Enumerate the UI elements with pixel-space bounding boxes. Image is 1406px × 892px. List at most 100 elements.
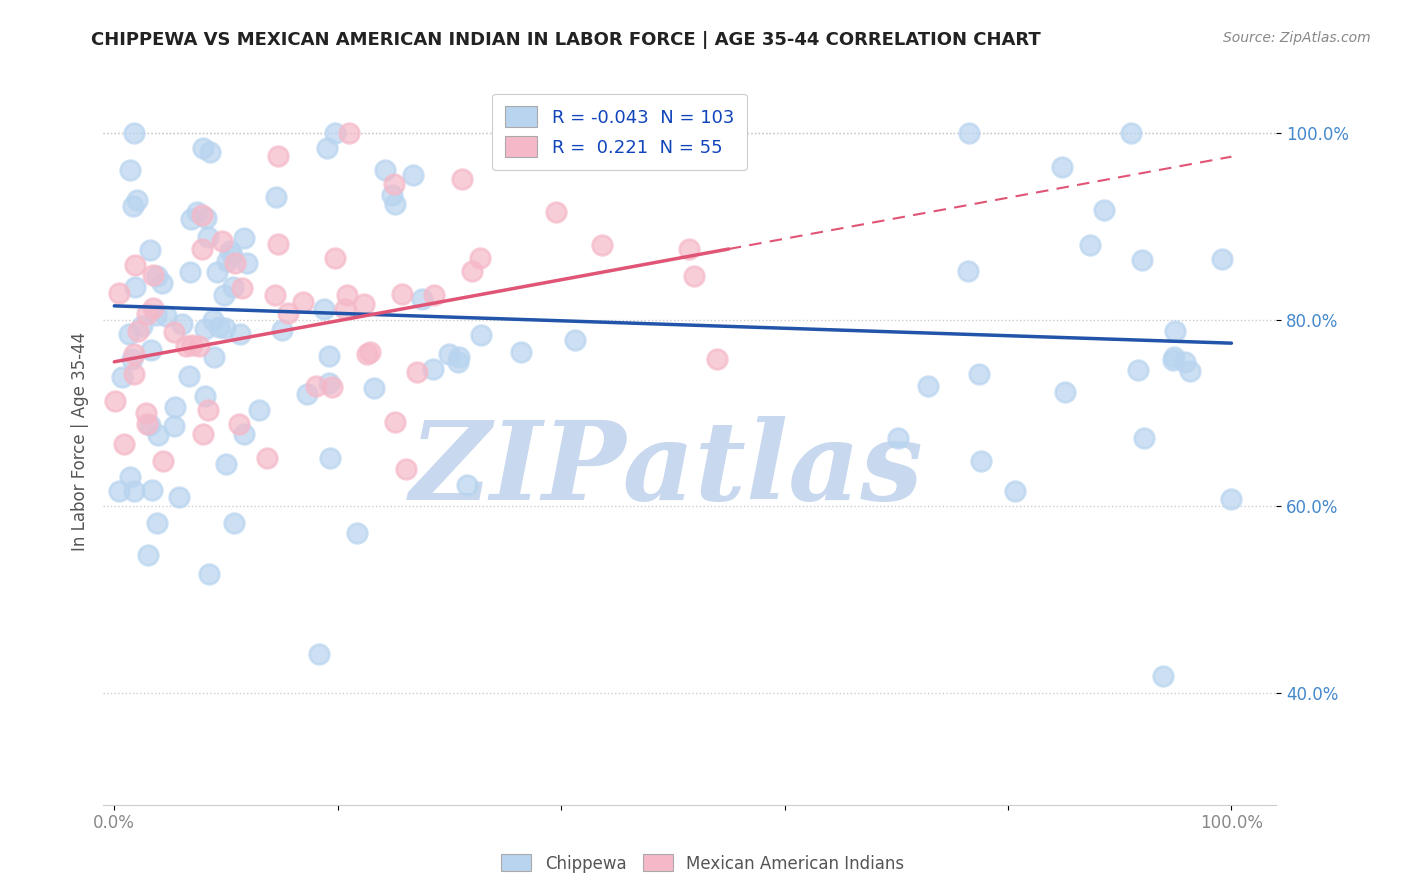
Point — [231, 280, 253, 294]
Point — [117, 326, 139, 341]
Point — [122, 347, 145, 361]
Point — [136, 548, 159, 562]
Point — [202, 313, 225, 327]
Point — [139, 418, 162, 433]
Point — [121, 351, 143, 366]
Point — [449, 350, 471, 364]
Point — [337, 127, 360, 141]
Point — [384, 415, 406, 429]
Point — [256, 451, 278, 466]
Point — [152, 453, 174, 467]
Point — [146, 516, 169, 530]
Point — [191, 141, 214, 155]
Point — [194, 211, 217, 226]
Point — [163, 419, 186, 434]
Point — [683, 269, 706, 284]
Point — [1092, 203, 1115, 218]
Point — [135, 405, 157, 419]
Point — [163, 400, 186, 414]
Point — [124, 258, 146, 272]
Point — [1080, 237, 1102, 252]
Point — [122, 367, 145, 381]
Point — [321, 380, 343, 394]
Point — [957, 127, 980, 141]
Point — [468, 251, 491, 265]
Point — [917, 379, 939, 393]
Point — [678, 242, 700, 256]
Point — [148, 427, 170, 442]
Point — [470, 328, 492, 343]
Point — [186, 204, 208, 219]
Point — [447, 354, 470, 368]
Point — [229, 327, 252, 342]
Point — [1152, 668, 1174, 682]
Point — [323, 127, 346, 141]
Point — [112, 437, 135, 451]
Point — [219, 244, 242, 258]
Point — [222, 280, 245, 294]
Point — [384, 197, 406, 211]
Point — [1163, 350, 1185, 364]
Point — [544, 205, 567, 219]
Point — [887, 430, 910, 444]
Point — [212, 288, 235, 302]
Point — [122, 199, 145, 213]
Point — [264, 288, 287, 302]
Point — [323, 251, 346, 265]
Point — [456, 478, 478, 492]
Point — [107, 286, 129, 301]
Point — [270, 323, 292, 337]
Point — [970, 454, 993, 468]
Point — [451, 172, 474, 186]
Point — [180, 337, 202, 351]
Point — [411, 292, 433, 306]
Point — [211, 234, 233, 248]
Point — [264, 190, 287, 204]
Point — [233, 426, 256, 441]
Point — [1161, 353, 1184, 368]
Point — [356, 347, 378, 361]
Point — [191, 242, 214, 256]
Point — [194, 321, 217, 335]
Point — [141, 483, 163, 497]
Point — [155, 309, 177, 323]
Point — [382, 178, 405, 192]
Point — [1130, 252, 1153, 267]
Point — [305, 378, 328, 392]
Point — [336, 288, 359, 302]
Point — [145, 308, 167, 322]
Point — [318, 451, 340, 466]
Point — [353, 297, 375, 311]
Point — [127, 324, 149, 338]
Point — [188, 339, 211, 353]
Point — [1211, 252, 1233, 267]
Point — [169, 490, 191, 504]
Point — [359, 345, 381, 359]
Point — [104, 393, 127, 408]
Point — [316, 140, 339, 154]
Point — [267, 149, 290, 163]
Point — [236, 256, 259, 270]
Point — [120, 470, 142, 484]
Point — [439, 347, 461, 361]
Point — [152, 276, 174, 290]
Point — [197, 230, 219, 244]
Point — [291, 294, 314, 309]
Point — [374, 163, 396, 178]
Point — [131, 318, 153, 333]
Point — [202, 350, 225, 364]
Point — [381, 188, 404, 202]
Point — [247, 402, 270, 417]
Point — [146, 269, 169, 284]
Point — [207, 320, 229, 334]
Point — [180, 211, 202, 226]
Point — [174, 339, 197, 353]
Point — [1126, 363, 1149, 377]
Point — [221, 248, 243, 262]
Point — [422, 361, 444, 376]
Point — [170, 317, 193, 331]
Point — [193, 427, 215, 442]
Text: ZIPatlas: ZIPatlas — [409, 417, 924, 524]
Point — [1133, 431, 1156, 445]
Point — [198, 145, 221, 159]
